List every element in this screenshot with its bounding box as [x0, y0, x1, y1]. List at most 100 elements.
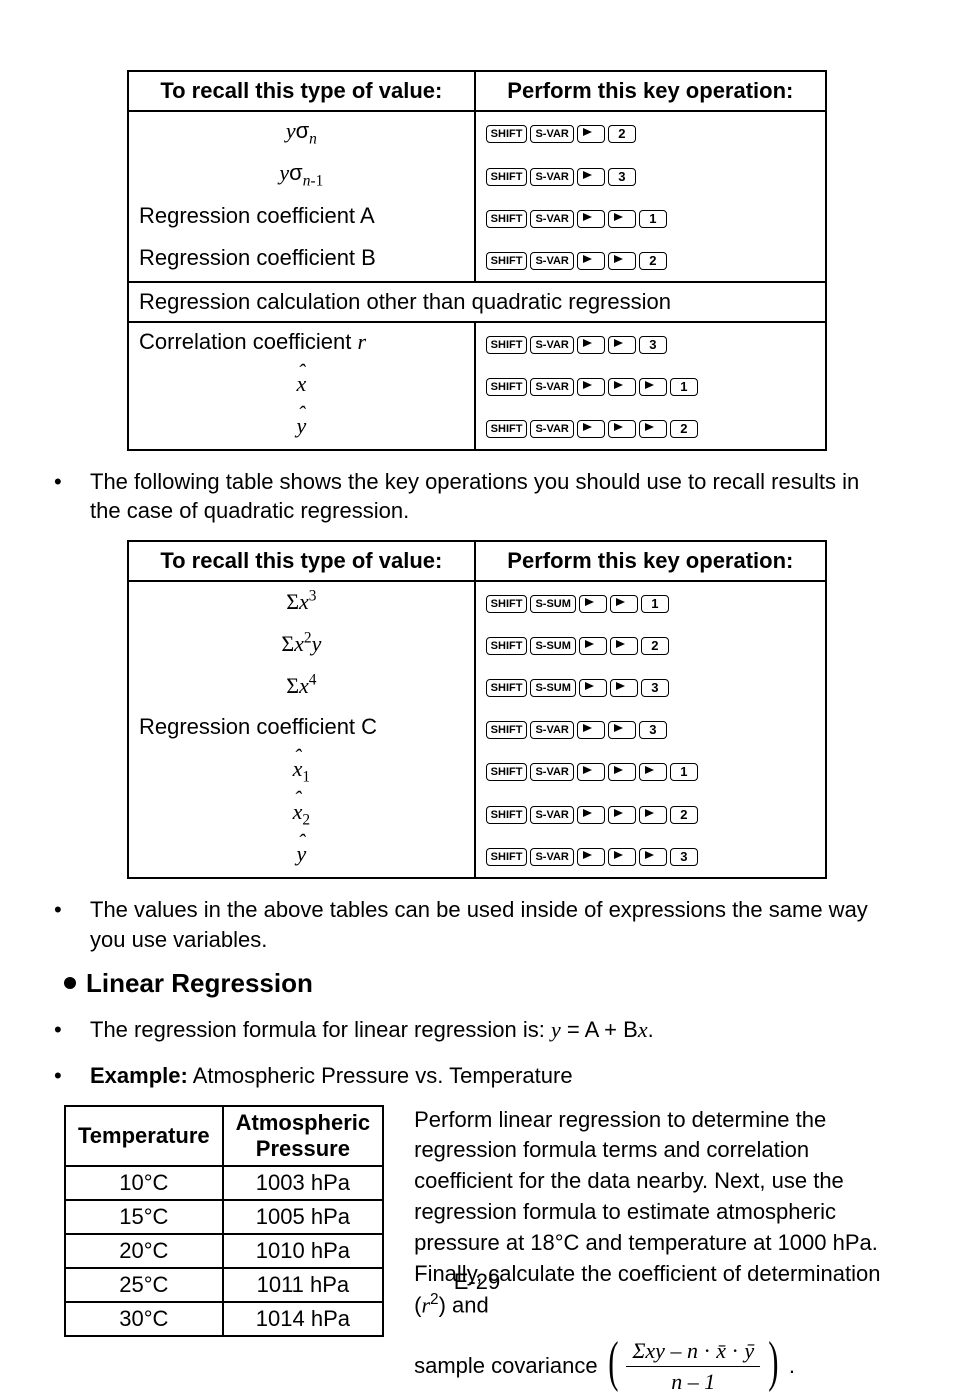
- key-shift: SHIFT: [486, 378, 528, 396]
- arrow-right-icon: [608, 721, 636, 739]
- key-s-sum: S-SUM: [530, 637, 575, 655]
- arrow-right-icon: [639, 420, 667, 438]
- table2-header-left: To recall this type of value:: [128, 541, 475, 581]
- arrow-right-icon: [577, 210, 605, 228]
- table2-keys: SHIFTS-SUM 1: [475, 581, 826, 624]
- key-s-var: S-VAR: [530, 168, 573, 186]
- arrow-right-icon: [577, 420, 605, 438]
- key-s-sum: S-SUM: [530, 595, 575, 613]
- table1-keys: SHIFTS-VAR3: [475, 322, 826, 365]
- page: To recall this type of value: Perform th…: [0, 0, 954, 1345]
- key-1: 1: [670, 763, 698, 781]
- table2-row: Σx2y: [128, 624, 475, 666]
- table-row: 10°C1003 hPa: [65, 1166, 383, 1200]
- data-table: Temperature AtmosphericPressure 10°C1003…: [64, 1105, 384, 1337]
- arrow-right-icon: [639, 763, 667, 781]
- formula-line: •The regression formula for linear regre…: [64, 1015, 890, 1045]
- example-two-column: Temperature AtmosphericPressure 10°C1003…: [64, 1105, 890, 1398]
- table2-keys: SHIFTS-VAR 3: [475, 708, 826, 750]
- arrow-right-icon: [577, 336, 605, 354]
- arrow-right-icon: [577, 378, 605, 396]
- table1-header-left: To recall this type of value:: [128, 71, 475, 111]
- arrow-right-icon: [608, 763, 636, 781]
- table1-row: Regression coefficient B: [128, 239, 475, 282]
- table1-keys: SHIFTS-VAR3: [475, 154, 826, 196]
- table2-keys: SHIFTS-SUM 3: [475, 666, 826, 708]
- table1-row2: y: [128, 407, 475, 450]
- section-heading-linear-regression: Linear Regression: [64, 968, 890, 999]
- page-number: E-29: [0, 1269, 954, 1295]
- key-s-var: S-VAR: [530, 378, 573, 396]
- key-shift: SHIFT: [486, 420, 528, 438]
- data-header-temp: Temperature: [65, 1106, 223, 1166]
- key-shift: SHIFT: [486, 252, 528, 270]
- table1-row: yσn: [128, 111, 475, 154]
- arrow-right-icon: [608, 848, 636, 866]
- arrow-right-icon: [610, 679, 638, 697]
- key-shift: SHIFT: [486, 763, 528, 781]
- table-row: 30°C1014 hPa: [65, 1302, 383, 1336]
- arrow-right-icon: [577, 168, 605, 186]
- key-shift: SHIFT: [486, 721, 528, 739]
- key-s-var: S-VAR: [530, 420, 573, 438]
- table1-span-row: Regression calculation other than quadra…: [128, 282, 826, 322]
- key-shift: SHIFT: [486, 637, 528, 655]
- key-s-var: S-VAR: [530, 336, 573, 354]
- arrow-right-icon: [610, 595, 638, 613]
- table2-row: x1: [128, 750, 475, 792]
- key-s-var: S-VAR: [530, 125, 573, 143]
- key-shift: SHIFT: [486, 595, 528, 613]
- key-s-var: S-VAR: [530, 210, 573, 228]
- key-s-var: S-VAR: [530, 763, 573, 781]
- key-1: 1: [639, 210, 667, 228]
- arrow-right-icon: [608, 378, 636, 396]
- table2-row: Regression coefficient C: [128, 708, 475, 750]
- key-s-sum: S-SUM: [530, 679, 575, 697]
- table1-keys: SHIFTS-VAR 1: [475, 365, 826, 407]
- key-1: 1: [670, 378, 698, 396]
- arrow-right-icon: [608, 336, 636, 354]
- key-3: 3: [639, 336, 667, 354]
- key-shift: SHIFT: [486, 848, 528, 866]
- example-description: Perform linear regression to determine t…: [414, 1105, 890, 1398]
- key-shift: SHIFT: [486, 806, 528, 824]
- table2-keys: SHIFTS-SUM 2: [475, 624, 826, 666]
- table2-header-right: Perform this key operation:: [475, 541, 826, 581]
- table-row: 15°C1005 hPa: [65, 1200, 383, 1234]
- table2-keys: SHIFTS-VAR 3: [475, 835, 826, 878]
- table1-keys: SHIFTS-VAR2: [475, 111, 826, 154]
- arrow-right-icon: [579, 679, 607, 697]
- key-1: 1: [641, 595, 669, 613]
- key-3: 3: [639, 721, 667, 739]
- arrow-right-icon: [579, 637, 607, 655]
- recall-table-1: To recall this type of value: Perform th…: [127, 70, 827, 451]
- key-2: 2: [608, 125, 636, 143]
- arrow-right-icon: [610, 637, 638, 655]
- table2-keys: SHIFTS-VAR 1: [475, 750, 826, 792]
- arrow-right-icon: [577, 806, 605, 824]
- key-s-var: S-VAR: [530, 721, 573, 739]
- table1-row: Regression coefficient A: [128, 197, 475, 239]
- key-3: 3: [641, 679, 669, 697]
- arrow-right-icon: [608, 420, 636, 438]
- example-line: •Example: Atmospheric Pressure vs. Tempe…: [64, 1061, 890, 1091]
- arrow-right-icon: [639, 848, 667, 866]
- table1-keys: SHIFTS-VAR 2: [475, 407, 826, 450]
- key-s-var: S-VAR: [530, 848, 573, 866]
- key-2: 2: [641, 637, 669, 655]
- key-3: 3: [670, 848, 698, 866]
- arrow-right-icon: [608, 806, 636, 824]
- arrow-right-icon: [608, 252, 636, 270]
- key-shift: SHIFT: [486, 679, 528, 697]
- arrow-right-icon: [577, 848, 605, 866]
- arrow-right-icon: [579, 595, 607, 613]
- arrow-right-icon: [639, 806, 667, 824]
- arrow-right-icon: [639, 378, 667, 396]
- key-2: 2: [670, 420, 698, 438]
- paragraph-1: •The following table shows the key opera…: [64, 467, 890, 526]
- table2-keys: SHIFTS-VAR2: [475, 793, 826, 835]
- key-shift: SHIFT: [486, 210, 528, 228]
- paragraph-2: •The values in the above tables can be u…: [64, 895, 890, 954]
- table1-keys: SHIFTS-VAR 1: [475, 197, 826, 239]
- recall-table-2: To recall this type of value: Perform th…: [127, 540, 827, 879]
